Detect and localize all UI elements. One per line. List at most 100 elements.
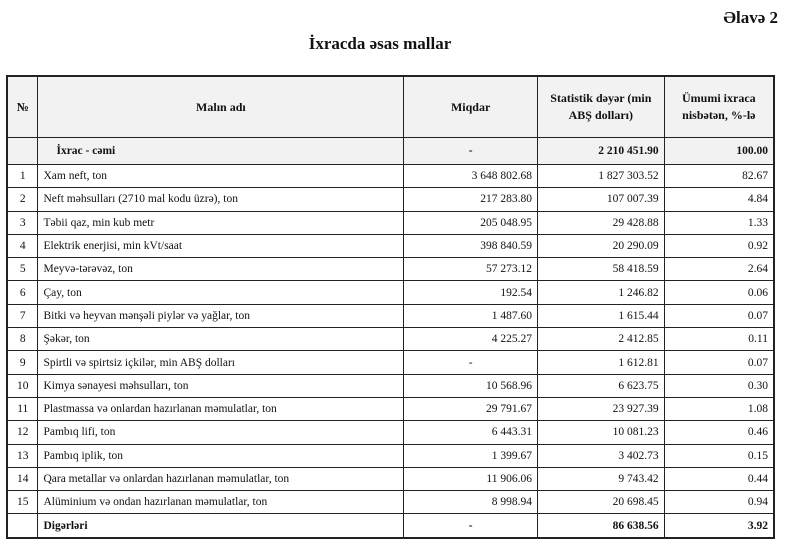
header-value: Statistik dəyər (min ABŞ dolları) [536, 75, 665, 138]
cell-quantity: 6 443.31 [403, 420, 538, 445]
cell-share: 100.00 [663, 137, 775, 165]
cell-name: Meyvə-tərəvəz, ton [37, 257, 405, 282]
header-share: Ümumi ixraca nisbətən, %-lə [663, 75, 775, 138]
cell-value: 3 402.73 [536, 443, 665, 468]
cell-share: 0.46 [663, 420, 775, 445]
cell-no: 4 [6, 233, 39, 259]
cell-value: 2 210 451.90 [536, 137, 665, 165]
page-title: İxracda əsas mallar [308, 34, 452, 53]
cell-no [6, 137, 39, 165]
table-row: 8 Şəkər, ton 4 225.27 2 412.85 0.11 [6, 327, 775, 352]
cell-value: 1 246.82 [536, 280, 665, 305]
cell-value: 29 428.88 [536, 210, 665, 235]
table-row: 10 Kimya sənayesi məhsulları, ton 10 568.9… [6, 373, 775, 398]
cell-value: 58 418.59 [536, 257, 665, 282]
cell-quantity: 1 487.60 [403, 303, 538, 329]
table-row: 6 Çay, ton 192.54 1 246.82 0.06 [6, 280, 775, 305]
cell-no: 9 [6, 350, 39, 375]
cell-quantity: 217 283.80 [403, 187, 538, 212]
cell-name: Elektrik enerjisi, min kVt/saat [37, 233, 405, 259]
cell-value: 2 412.85 [536, 327, 665, 352]
table-row: 5 Meyvə-tərəvəz, ton 57 273.12 58 418.59 2.6… [6, 257, 775, 282]
cell-no: 7 [6, 303, 39, 329]
cell-no: 5 [6, 257, 39, 282]
cell-quantity: 57 273.12 [403, 257, 538, 282]
table-row: 15 Alüminium və ondan hazırlanan məmulatl… [6, 490, 775, 515]
cell-value: 86 638.56 [536, 513, 665, 539]
cell-value: 9 743.42 [536, 466, 665, 492]
cell-no: 6 [6, 280, 39, 305]
others-row: Digərləri -86 638.56 3.92 [6, 513, 775, 539]
cell-quantity: 10 568.96 [403, 373, 538, 398]
cell-name: Alüminium və ondan hazırlanan məmulatlar… [37, 490, 405, 515]
cell-no: 1 [6, 163, 39, 189]
cell-share: 0.94 [663, 490, 775, 515]
cell-name: Digərləri [37, 513, 405, 539]
cell-quantity: 8 998.94 [403, 490, 538, 515]
cell-share: 0.06 [663, 280, 775, 305]
cell-quantity: 205 048.95 [403, 210, 538, 235]
cell-value: 1 615.44 [536, 303, 665, 329]
appendix-label: Əlavə 2 [723, 8, 778, 27]
cell-value: 1 612.81 [536, 350, 665, 375]
cell-quantity: 29 791.67 [403, 396, 538, 422]
cell-share: 0.07 [663, 350, 775, 375]
cell-quantity: - [403, 513, 538, 539]
cell-quantity: - [403, 137, 538, 165]
header-quantity: Miqdar [403, 75, 538, 138]
cell-no: 13 [6, 443, 39, 468]
cell-share: 0.07 [663, 303, 775, 329]
exports-table: № Malın adı Miqdar Statistik dəyər (min … [6, 75, 775, 539]
table-row: 2 Neft məhsulları (2710 mal kodu üzrə), t… [6, 187, 775, 212]
cell-no: 12 [6, 420, 39, 445]
cell-name: Təbii qaz, min kub metr [37, 210, 405, 235]
cell-value: 10 081.23 [536, 420, 665, 445]
cell-no: 15 [6, 490, 39, 515]
cell-no: 8 [6, 327, 39, 352]
cell-name: Çay, ton [37, 280, 405, 305]
cell-quantity: 398 840.59 [403, 233, 538, 259]
cell-name: Pambıq iplik, ton [37, 443, 405, 468]
cell-quantity: 1 399.67 [403, 443, 538, 468]
cell-quantity: 3 648 802.68 [403, 163, 538, 189]
cell-no [6, 513, 39, 539]
table-row: 14 Qara metallar və onlardan hazırlanan m… [6, 466, 775, 492]
cell-no: 2 [6, 187, 39, 212]
cell-name: Xam neft, ton [37, 163, 405, 189]
cell-no: 14 [6, 466, 39, 492]
cell-value: 6 623.75 [536, 373, 665, 398]
cell-name: Neft məhsulları (2710 mal kodu üzrə), to… [37, 187, 405, 212]
cell-share: 1.08 [663, 396, 775, 422]
cell-no: 10 [6, 373, 39, 398]
header-row: № Malın adı Miqdar Statistik dəyər (min … [6, 75, 775, 138]
cell-name: Pambıq lifi, ton [37, 420, 405, 445]
cell-name: İxrac - cəmi [37, 137, 405, 165]
cell-name: Şəkər, ton [37, 327, 405, 352]
table-row: 7 Bitki və heyvan mənşəli piylər və yağla… [6, 303, 775, 329]
header-name: Malın adı [37, 75, 405, 138]
cell-share: 82.67 [663, 163, 775, 189]
cell-name: Qara metallar və onlardan hazırlanan məm… [37, 466, 405, 492]
table-row: 4 Elektrik enerjisi, min kVt/saat 398 840.… [6, 233, 775, 259]
cell-quantity: 4 225.27 [403, 327, 538, 352]
cell-name: Kimya sənayesi məhsulları, ton [37, 373, 405, 398]
cell-share: 2.64 [663, 257, 775, 282]
cell-share: 0.92 [663, 233, 775, 259]
cell-name: Bitki və heyvan mənşəli piylər və yağlar… [37, 303, 405, 329]
cell-quantity: 11 906.06 [403, 466, 538, 492]
table-row: 1 Xam neft, ton 3 648 802.68 1 827 303.52 82… [6, 163, 775, 189]
table-row: 3 Təbii qaz, min kub metr 205 048.95 29 428… [6, 210, 775, 235]
cell-no: 11 [6, 396, 39, 422]
cell-share: 4.84 [663, 187, 775, 212]
cell-share: 3.92 [663, 513, 775, 539]
cell-share: 0.11 [663, 327, 775, 352]
cell-value: 1 827 303.52 [536, 163, 665, 189]
cell-share: 1.33 [663, 210, 775, 235]
cell-share: 0.30 [663, 373, 775, 398]
total-row: İxrac - cəmi - 2 210 451.90 100.00 [6, 137, 775, 165]
cell-name: Spirtli və spirtsiz içkilər, min ABŞ dol… [37, 350, 405, 375]
cell-quantity: - [403, 350, 538, 375]
table-row: 13 Pambıq iplik, ton 1 399.67 3 402.73 0.15 [6, 443, 775, 468]
table-row: 12 Pambıq lifi, ton 6 443.31 10 081.23 0.46 [6, 420, 775, 445]
cell-share: 0.44 [663, 466, 775, 492]
